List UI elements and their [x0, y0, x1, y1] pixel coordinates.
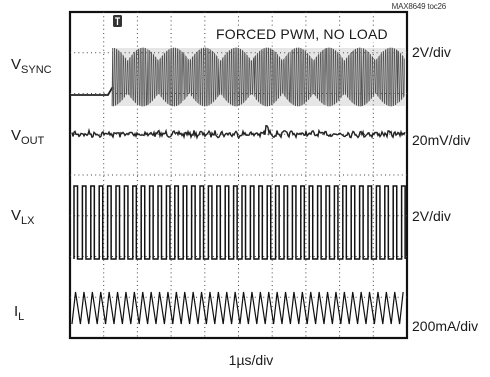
- traces: [70, 47, 406, 325]
- scale-vsync: 2V/div: [412, 44, 451, 60]
- trace-vout: [71, 124, 406, 140]
- scale-vout: 20mV/div: [412, 132, 471, 148]
- label-vsync: VSYNC: [11, 56, 52, 76]
- scale-vlx: 2V/div: [412, 208, 451, 224]
- trigger-glyph: [115, 17, 120, 25]
- label-il: IL: [14, 303, 25, 323]
- label-vlx: VLX: [11, 207, 35, 227]
- figure-tag: MAX8649 toc26: [391, 2, 447, 11]
- scale-il: 200mA/div: [412, 318, 479, 334]
- trace-vsync-fill: [112, 48, 405, 106]
- trigger-marker: [113, 15, 122, 27]
- x-scale-label: 1µs/div: [228, 352, 274, 368]
- trace-vsync: [111, 47, 405, 107]
- label-vout: VOUT: [11, 127, 45, 147]
- trace-vlx: [73, 185, 406, 260]
- trace-il: [71, 291, 404, 325]
- annotation: FORCED PWM, NO LOAD: [214, 26, 390, 42]
